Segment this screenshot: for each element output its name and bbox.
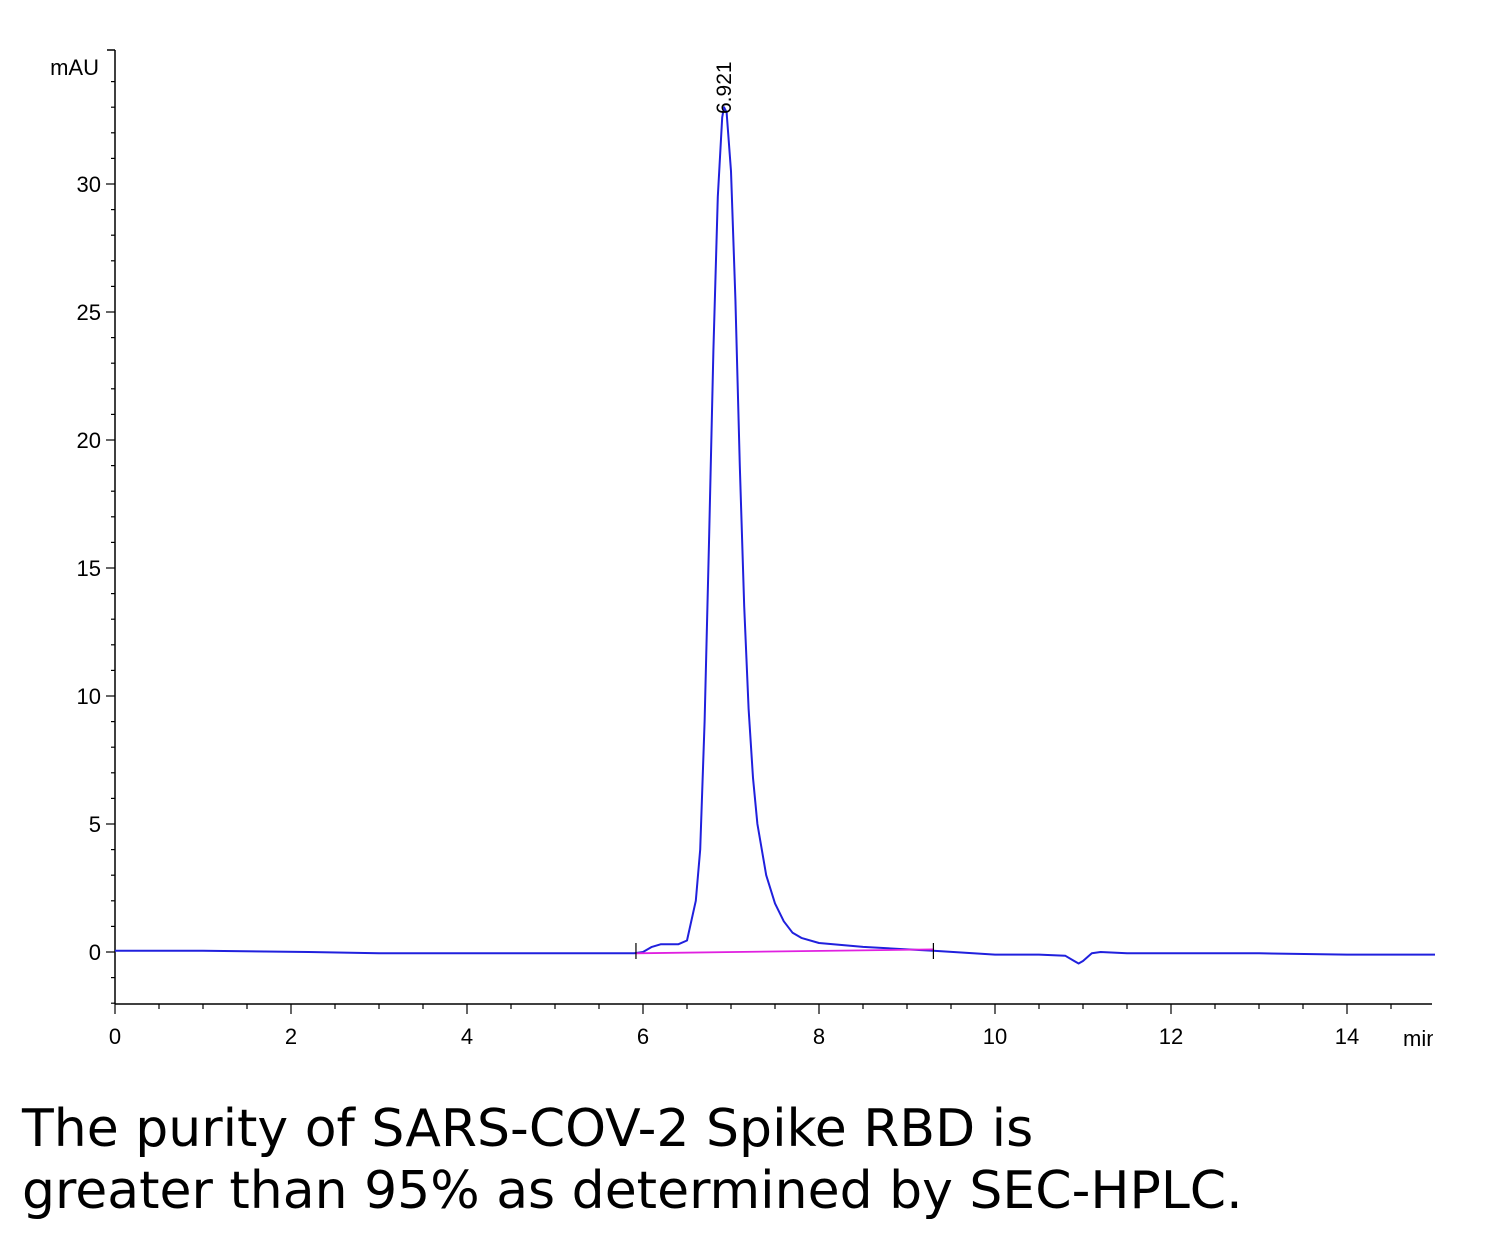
x-tick-label: 2 <box>285 1024 297 1049</box>
x-axis-unit-label: min <box>1403 1026 1438 1051</box>
chromatogram-chart: 0 5 10 15 20 25 30 mAU 0 2 4 6 8 10 12 14 min 6.921 <box>50 49 1438 1051</box>
chart-labels: 0 5 10 15 20 25 30 mAU 0 2 4 6 8 10 12 14 min 6.921 <box>50 55 1438 1051</box>
figure-caption: The purity of SARS-COV-2 Spike RBD is gr… <box>22 1098 1482 1222</box>
x-tick-label: 10 <box>983 1024 1007 1049</box>
x-tick-label: 8 <box>813 1024 825 1049</box>
peak-retention-label: 6.921 <box>713 61 736 114</box>
y-tick-label: 5 <box>89 812 101 837</box>
x-tick-label: 12 <box>1159 1024 1183 1049</box>
signal-trace-line <box>115 106 1435 965</box>
y-tick-label: 25 <box>77 300 101 325</box>
chart-axes <box>106 49 1432 1014</box>
x-tick-label: 0 <box>109 1024 121 1049</box>
y-tick-label: 10 <box>77 684 101 709</box>
x-tick-label: 14 <box>1335 1024 1359 1049</box>
y-tick-label: 0 <box>89 940 101 965</box>
baseline-line <box>635 948 934 955</box>
caption-line-2: greater than 95% as determined by SEC-HP… <box>22 1161 1243 1221</box>
y-tick-label: 20 <box>77 428 101 453</box>
chart-series <box>115 106 1435 965</box>
y-tick-label: 30 <box>77 172 101 197</box>
y-tick-label: 15 <box>77 556 101 581</box>
x-tick-label: 6 <box>637 1024 649 1049</box>
x-tick-label: 4 <box>461 1024 473 1049</box>
caption-line-1: The purity of SARS-COV-2 Spike RBD is <box>22 1099 1034 1159</box>
y-axis-unit-label: mAU <box>50 55 99 80</box>
